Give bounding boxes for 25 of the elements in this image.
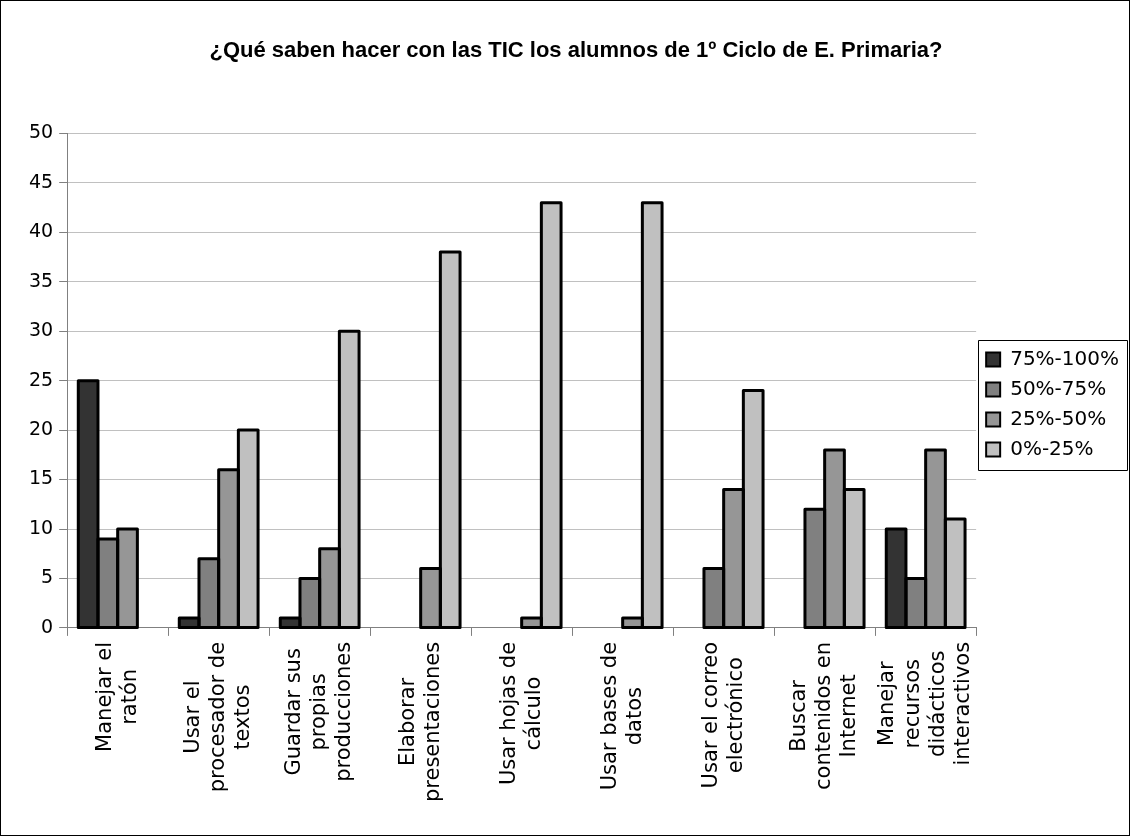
x-tick-label: Elaborar presentaciones [394,641,444,803]
y-tick-label: 0 [41,614,54,637]
y-tick-label: 25 [28,367,54,390]
x-tick-label: Guardar sus propias producciones [280,641,356,782]
x-tick-label: Buscar contenidos en Internet [785,641,861,790]
legend-label: 50%-75% [1010,375,1107,400]
y-tick-label: 10 [28,515,54,538]
y-tick-label: 5 [41,565,54,588]
y-tick-label: 30 [28,318,54,341]
x-tick-label: Manejar el ratón [91,641,141,752]
y-tick-label: 15 [28,466,54,489]
y-tick-label: 50 [28,120,54,143]
y-tick-label: 45 [28,169,54,192]
x-tick-label: Usar el procesador de textos [179,641,255,793]
x-tick-label: Usar hojas de cálculo [495,641,545,786]
legend-label: 25%-50% [1010,405,1107,430]
x-tick-label: Usar bases de datos [596,641,646,791]
x-tick-label: Manejar recursos didácticos interactivos [874,641,974,766]
legend-label: 0%-25% [1010,435,1094,460]
chart-title: ¿Qué saben hacer con las TIC los alumnos de 1º Ciclo de E. Primaria? [209,37,943,63]
y-tick-label: 35 [28,268,54,291]
x-tick-label: Usar el correo electrónico [697,641,747,789]
y-tick-label: 40 [28,219,54,242]
y-tick-label: 20 [28,417,54,440]
legend-label: 75%-100% [1010,345,1120,370]
